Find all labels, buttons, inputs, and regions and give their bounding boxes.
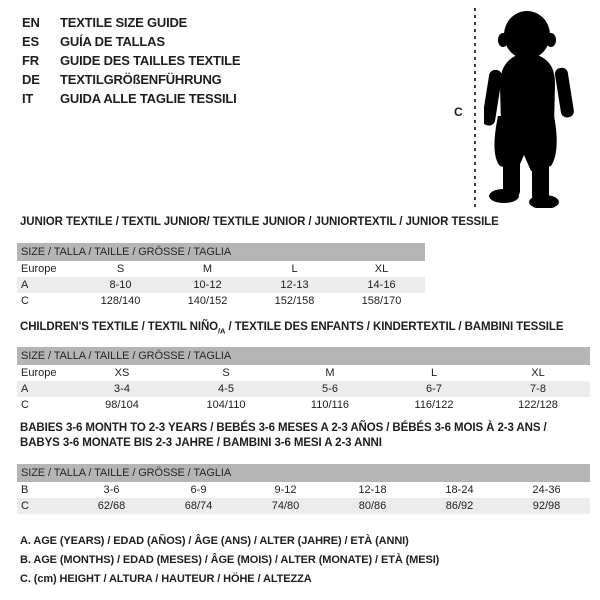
table-cell: 116/122 [414,399,454,411]
table-cell: 110/116 [310,399,350,411]
row-label: B [21,484,29,496]
table-cell: 7-8 [530,383,546,395]
size-header-bar: SIZE / TALLA / TAILLE / GRÖSSE / TAGLIA [17,243,425,261]
row-label: Europe [21,367,57,379]
baby-silhouette-icon [484,11,574,208]
babies-title-line2: BABYS 3-6 MONATE BIS 2-3 JAHRE / BAMBINI… [20,437,382,449]
table-cell: 18-24 [445,484,474,496]
language-row: ES GUÍA DE TALLAS [22,32,240,51]
children-section-title: CHILDREN'S TEXTILE / TEXTIL NIÑO/A / TEX… [20,321,563,335]
table-cell: 98/104 [105,399,139,411]
language-row: FR GUIDE DES TAILLES TEXTILE [22,51,241,70]
table-cell: 140/152 [187,295,228,307]
table-cell: 104/110 [206,399,246,411]
footnote-a: A. AGE (YEARS) / EDAD (AÑOS) / ÂGE (ANS)… [20,535,409,547]
language-title-list: EN TEXTILE SIZE GUIDE ES GUÍA DE TALLAS … [22,13,241,108]
language-title: GUIDA ALLE TAGLIE TESSILI [60,91,237,106]
table-cell: 12-18 [358,484,387,496]
table-cell: 6-9 [190,484,207,496]
row-label: Europe [21,263,57,275]
table-cell: L [430,367,438,379]
babies-section-title: BABIES 3-6 MONTH TO 2-3 YEARS / BEBÉS 3-… [20,421,547,451]
footnote-b: B. AGE (MONTHS) / EDAD (MESES) / ÂGE (MO… [20,554,440,566]
table-row: C 62/68 68/74 74/80 80/86 86/92 92/98 [17,498,590,514]
table-cell: XS [114,367,130,379]
table-cell: 128/140 [100,295,141,307]
table-cell: 3-4 [114,383,130,395]
table-cell: 86/92 [445,500,474,512]
footnote-c: C. (cm) HEIGHT / ALTURA / HAUTEUR / HÖHE… [20,573,312,585]
language-row: IT GUIDA ALLE TAGLIE TESSILI [22,89,240,108]
language-code: ES [22,34,39,49]
table-cell: M [202,263,213,275]
table-row: C 98/104 104/110 110/116 116/122 122/128 [17,397,590,413]
table-cell: 10-12 [193,279,222,291]
row-label: A [21,383,29,395]
table-cell: S [116,263,125,275]
table-cell: 68/74 [184,500,213,512]
height-measure-dotted-line [474,8,476,208]
footnote-list: A. AGE (YEARS) / EDAD (AÑOS) / ÂGE (ANS)… [20,532,439,589]
language-row: EN TEXTILE SIZE GUIDE [22,13,240,32]
children-size-table: SIZE / TALLA / TAILLE / GRÖSSE / TAGLIA … [17,347,590,413]
babies-size-table: SIZE / TALLA / TAILLE / GRÖSSE / TAGLIA … [17,464,590,514]
table-cell: XL [374,263,389,275]
language-code: IT [22,91,34,106]
language-code: DE [22,72,40,87]
language-row: DE TEXTILGRÖßENFÜHRUNG [22,70,240,89]
table-cell: 12-13 [280,279,309,291]
row-label: C [21,295,29,307]
table-cell: 92/98 [532,500,561,512]
table-cell: 4-5 [218,383,234,395]
height-measure-label: C [454,105,463,119]
children-title-text: CHILDREN'S TEXTILE / TEXTIL NIÑO [20,321,219,333]
table-row: A 3-4 4-5 5-6 6-7 7-8 [17,381,590,397]
table-cell: 3-6 [103,484,120,496]
language-title: TEXTILGRÖßENFÜHRUNG [60,72,222,87]
junior-size-table: SIZE / TALLA / TAILLE / GRÖSSE / TAGLIA … [17,243,425,309]
table-cell: 6-7 [426,383,442,395]
language-code: FR [22,53,39,68]
table-row: B 3-6 6-9 9-12 12-18 18-24 24-36 [17,482,590,498]
table-row: A 8-10 10-12 12-13 14-16 [17,277,425,293]
table-cell: 152/158 [274,295,315,307]
table-cell: 158/170 [361,295,402,307]
table-cell: 14-16 [367,279,396,291]
table-row: C 128/140 140/152 152/158 158/170 [17,293,425,309]
children-title-subscript: /A [218,326,226,336]
table-cell: 9-12 [274,484,297,496]
table-cell: 80/86 [358,500,387,512]
table-cell: S [222,367,230,379]
language-title: GUÍA DE TALLAS [60,34,165,49]
row-label: C [21,399,29,411]
table-row: Europe XS S M L XL [17,365,590,381]
table-cell: 62/68 [97,500,126,512]
size-header-bar: SIZE / TALLA / TAILLE / GRÖSSE / TAGLIA [17,464,590,482]
row-label: A [21,279,29,291]
babies-title-line1: BABIES 3-6 MONTH TO 2-3 YEARS / BEBÉS 3-… [20,422,547,434]
table-cell: 74/80 [271,500,300,512]
table-cell: M [325,367,335,379]
children-title-text: / TEXTILE DES ENFANTS / KINDERTEXTIL / B… [225,321,564,333]
row-label: C [21,500,29,512]
language-title: TEXTILE SIZE GUIDE [60,15,188,30]
language-title: GUIDE DES TAILLES TEXTILE [60,53,241,68]
size-header-bar: SIZE / TALLA / TAILLE / GRÖSSE / TAGLIA [17,347,590,365]
table-cell: 122/128 [518,399,558,411]
table-cell: XL [531,367,545,379]
language-code: EN [22,15,40,30]
table-row: Europe S M L XL [17,261,425,277]
table-cell: 8-10 [109,279,132,291]
table-cell: 24-36 [532,484,561,496]
table-cell: L [291,263,298,275]
junior-section-title: JUNIOR TEXTILE / TEXTIL JUNIOR/ TEXTILE … [20,216,499,228]
table-cell: 5-6 [322,383,338,395]
